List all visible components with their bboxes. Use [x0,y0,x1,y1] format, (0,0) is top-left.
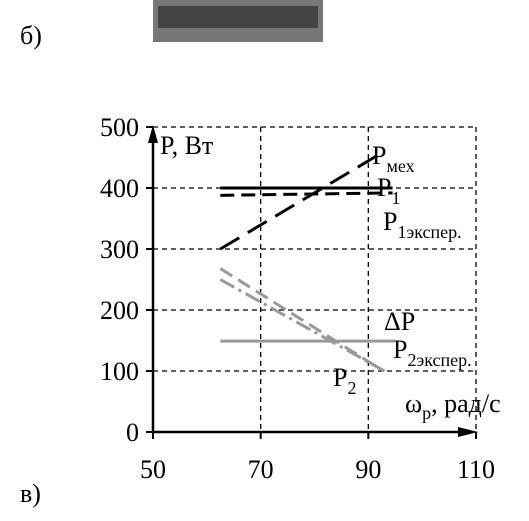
x-label-sub: р [422,403,431,423]
y-tick-label: 400 [100,174,139,203]
y-tick-label: 100 [100,357,139,386]
label-base: ΔP [384,307,415,336]
x-tick-label: 50 [140,455,166,484]
x-label-base: ω [405,389,422,418]
label-base: P [333,363,347,392]
series-label: P1 [377,173,400,208]
label-sub: 1 [391,188,400,208]
y-tick-label: 200 [100,296,139,325]
x-tick-label: 110 [457,455,495,484]
label-sub: 2 [347,378,356,398]
label-base: P [377,173,391,202]
y-tick-label: 500 [100,113,139,142]
label-sub: 2экспер. [407,350,471,370]
series-label: ΔP [384,307,415,336]
series-label: P1экспер. [383,207,462,242]
panel-label: б) [20,21,42,50]
series-label: P2экспер. [393,335,472,370]
y-arrow [148,125,158,143]
series-label: P2 [333,363,356,398]
photo-detail [158,6,318,28]
label-base: P [393,335,407,364]
x-label-rest: , рад/с [431,389,501,418]
label-sub: мех [386,156,414,176]
x-arrow [458,427,478,437]
panel-label: в) [20,479,41,508]
y-tick-label: 0 [126,418,139,447]
label-sub: 1экспер. [397,222,461,242]
series-line [219,153,380,251]
x-axis-label: ωр, рад/с [405,389,501,423]
x-tick-label: 90 [355,455,381,484]
y-axis-label: P, Вт [160,131,213,160]
label-base: P [372,141,386,170]
series-line [219,278,386,373]
series-line [220,191,393,197]
y-tick-label: 300 [100,235,139,264]
x-tick-label: 70 [248,455,274,484]
series-line [219,267,375,367]
label-base: P [383,207,397,236]
series-label: Pмех [372,141,415,176]
